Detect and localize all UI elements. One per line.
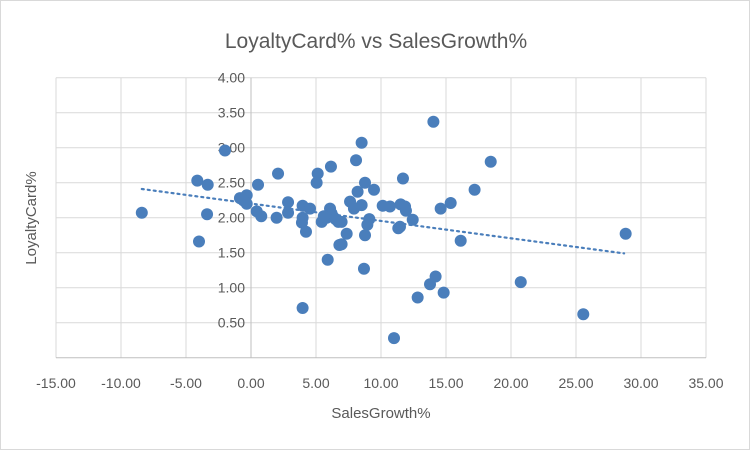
- data-point: [272, 167, 285, 180]
- data-point: [201, 178, 214, 191]
- data-point: [340, 227, 353, 240]
- data-point: [468, 183, 481, 196]
- y-axis-title: LoyaltyCard%: [23, 171, 40, 264]
- gridlines: [55, 77, 707, 358]
- data-point: [324, 160, 337, 173]
- x-axis-title: SalesGrowth%: [331, 405, 430, 422]
- data-point: [299, 225, 312, 238]
- data-point: [367, 183, 380, 196]
- data-point: [333, 239, 346, 251]
- data-point: [577, 308, 590, 321]
- y-tick-label: 2.50: [218, 175, 245, 191]
- data-point: [193, 235, 205, 248]
- data-point: [399, 204, 412, 217]
- data-point: [311, 167, 324, 180]
- x-tick-label: 15.00: [428, 375, 463, 391]
- x-tick-label: 25.00: [558, 375, 593, 391]
- x-tick-label: 5.00: [302, 375, 329, 391]
- data-point: [619, 227, 632, 240]
- data-point: [191, 174, 204, 187]
- data-point: [429, 270, 442, 283]
- data-point: [454, 234, 467, 247]
- data-point: [304, 202, 317, 215]
- data-point: [437, 286, 450, 299]
- data-point: [427, 115, 440, 128]
- data-point: [252, 178, 265, 191]
- y-tick-label: 1.50: [218, 245, 245, 261]
- data-point: [434, 202, 447, 215]
- data-point: [295, 216, 308, 229]
- data-point: [351, 185, 364, 198]
- data-point: [310, 176, 323, 189]
- data-point: [237, 194, 250, 207]
- x-tick-label: -15.00: [36, 375, 76, 391]
- data-point: [411, 291, 424, 304]
- x-tick-label: 30.00: [623, 375, 658, 391]
- data-point: [406, 213, 419, 226]
- data-point: [219, 144, 231, 157]
- data-point: [282, 196, 295, 209]
- data-point: [393, 220, 406, 233]
- axes: [56, 77, 706, 359]
- tick-labels: -15.00 -10.00 -5.00 0.00 5.00 10.00 15.00 20.00…: [36, 70, 724, 391]
- data-point: [514, 276, 527, 289]
- y-tick-label: 1.00: [218, 280, 245, 296]
- y-tick-label: 0.50: [218, 315, 245, 331]
- data-point: [355, 136, 368, 149]
- data-point: [355, 199, 368, 212]
- data-point: [388, 332, 400, 345]
- y-tick-label: 2.00: [218, 210, 245, 226]
- data-point: [201, 208, 214, 221]
- x-tick-label: 35.00: [688, 375, 723, 391]
- data-point: [359, 176, 372, 189]
- trendline: [140, 187, 626, 255]
- y-tick-label: 3.50: [218, 105, 245, 121]
- data-point: [282, 206, 295, 219]
- data-point: [296, 302, 309, 314]
- y-tick-label: 4.00: [218, 70, 245, 86]
- data-point: [317, 210, 330, 223]
- data-point: [484, 155, 497, 168]
- data-point: [329, 213, 342, 226]
- data-point: [444, 197, 457, 209]
- data-points: [135, 115, 632, 345]
- x-tick-label: 20.00: [493, 375, 528, 391]
- x-tick-label: -5.00: [170, 375, 202, 391]
- x-tick-label: 0.00: [237, 375, 264, 391]
- data-point: [255, 210, 268, 223]
- data-point: [321, 253, 334, 266]
- data-point: [396, 172, 409, 185]
- trendline-line: [140, 187, 626, 255]
- data-point: [350, 154, 363, 167]
- data-point: [135, 206, 148, 219]
- data-point: [383, 200, 396, 213]
- x-tick-label: -10.00: [101, 375, 141, 391]
- data-point: [361, 218, 374, 231]
- x-tick-label: 10.00: [363, 375, 398, 391]
- chart-title: LoyaltyCard% vs SalesGrowth%: [225, 30, 527, 53]
- data-point: [359, 229, 372, 242]
- data-point: [270, 211, 283, 224]
- data-point: [357, 262, 370, 275]
